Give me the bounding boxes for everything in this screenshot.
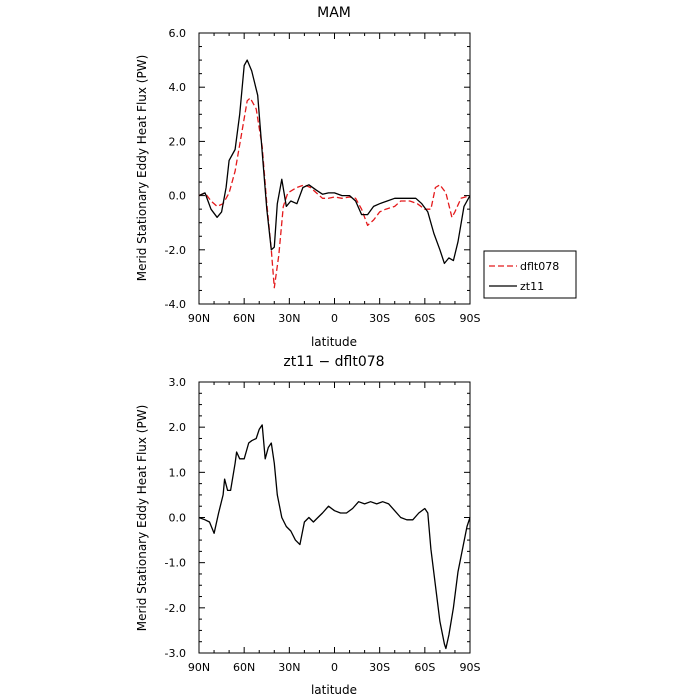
series-lines	[198, 424, 471, 650]
x-tick-label: 0	[331, 312, 338, 325]
x-tick-label: 90N	[188, 661, 210, 674]
y-tick-label: 0.0	[169, 512, 187, 525]
ticks	[198, 381, 471, 654]
y-tick-label: 3.0	[169, 376, 187, 389]
chart-title: zt11 − dflt078	[283, 354, 384, 370]
x-tick-label: 60S	[414, 661, 435, 674]
x-tick-label: 60N	[233, 312, 255, 325]
series-lines	[198, 59, 471, 289]
y-tick-label: 0.0	[169, 190, 187, 203]
plot-frame	[198, 381, 471, 654]
series-line-dflt078	[198, 97, 471, 289]
series-line-difference	[198, 424, 471, 650]
x-tick-label: 30S	[369, 312, 390, 325]
x-tick-labels: 90N 60N 30N 0 30S 60S 90S	[188, 312, 481, 325]
x-tick-label: 30N	[278, 661, 300, 674]
y-tick-label: 2.0	[169, 421, 187, 434]
plot-frame	[198, 32, 471, 305]
y-tick-label: 1.0	[169, 466, 187, 479]
chart-title: MAM	[317, 5, 351, 21]
y-tick-label: 2.0	[169, 135, 187, 148]
x-tick-label: 60N	[233, 661, 255, 674]
series-line-zt11	[198, 59, 471, 265]
x-tick-label: 90S	[460, 312, 481, 325]
x-tick-label: 0	[331, 661, 338, 674]
x-tick-label: 90N	[188, 312, 210, 325]
y-tick-label: 6.0	[169, 27, 187, 40]
y-axis-label: Merid Stationary Eddy Heat Flux (PW)	[135, 55, 149, 282]
y-tick-labels: 3.0 2.0 1.0 0.0 -1.0 -2.0 -3.0	[165, 376, 186, 660]
x-tick-label: 60S	[414, 312, 435, 325]
x-tick-label: 90S	[460, 661, 481, 674]
y-tick-label: -4.0	[165, 298, 186, 311]
y-tick-label: -2.0	[165, 244, 186, 257]
panel-top: MAM 90N 60N 30N 0 30S 60S 90S 6.0 4.0 2.0 0.0 -2.0…	[135, 5, 577, 349]
panel-bottom: zt11 − dflt078 90N 60N 30N 0 30S 60S 90S 3.0 2.…	[135, 354, 481, 697]
y-tick-label: -1.0	[165, 557, 186, 570]
y-tick-label: -3.0	[165, 647, 186, 660]
x-tick-label: 30N	[278, 312, 300, 325]
x-axis-label: latitude	[311, 683, 357, 697]
y-axis-label: Merid Stationary Eddy Heat Flux (PW)	[135, 405, 149, 632]
x-tick-labels: 90N 60N 30N 0 30S 60S 90S	[188, 661, 481, 674]
legend: dflt078 zt11	[483, 250, 577, 299]
y-tick-labels: 6.0 4.0 2.0 0.0 -2.0 -4.0	[165, 27, 186, 311]
x-tick-label: 30S	[369, 661, 390, 674]
legend-label-dflt078: dflt078	[520, 260, 559, 273]
legend-box	[483, 250, 577, 299]
y-tick-label: 4.0	[169, 81, 187, 94]
x-axis-label: latitude	[311, 335, 357, 349]
y-tick-label: -2.0	[165, 602, 186, 615]
legend-label-zt11: zt11	[520, 280, 544, 293]
ticks	[198, 32, 471, 305]
